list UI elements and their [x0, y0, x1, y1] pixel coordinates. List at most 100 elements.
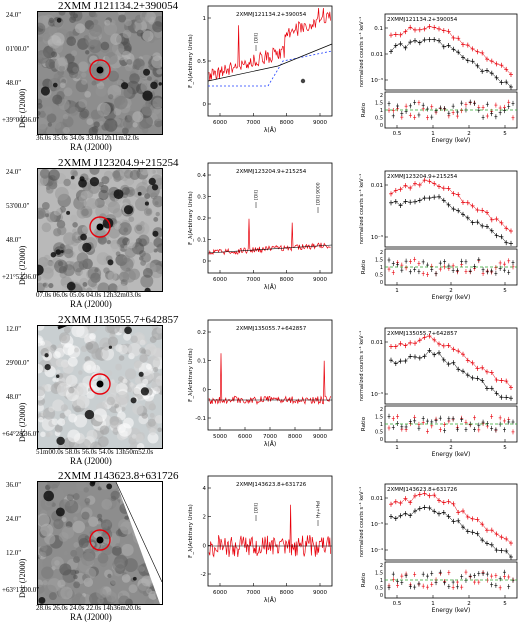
counts-axis-label: normalized counts s⁻¹ keV⁻¹ [359, 487, 365, 557]
source-row: 2XMM J121134.2+390054 24.0" 01'00.0" 48.0" +… [0, 0, 520, 152]
counts-axis-label: normalized counts s⁻¹ keV⁻¹ [359, 17, 365, 87]
dec-tick-label: +39°00'36.0" [2, 116, 40, 124]
spectrum-source-label: 2XMMJ143623.8+631726 [236, 482, 307, 488]
optical-spectrum-plot: 2XMMJ143623.8+631726 -2 0 2 4 6000 7000 8000 900… [186, 472, 336, 610]
dec-tick-label: 24.0" [6, 515, 22, 523]
xray-source-label: 2XMMJ123204.9+215254 [387, 174, 458, 180]
optical-image [37, 325, 163, 449]
xray-y-tick: 0.01 [371, 183, 383, 189]
ratio-y-tick: 2 [380, 407, 383, 413]
xray-x-tick: 2 [467, 131, 471, 137]
xray-x-tick: 0.5 [393, 131, 402, 137]
xray-y-tick: 0.01 [371, 496, 383, 502]
spectrum-source-label: 2XMMJ121134.2+390054 [236, 12, 307, 18]
xray-x-tick: 1 [395, 445, 399, 451]
spectrum-y-tick: 0.3 [197, 195, 206, 201]
ratio-y-tick: 2 [380, 93, 383, 99]
spectrum-y-tick: 0.2 [197, 330, 206, 336]
dec-axis-label: Dec (J2000) [18, 402, 27, 442]
source-circle [89, 216, 111, 238]
source-circle [89, 373, 111, 395]
line-annotation: [OII] [254, 33, 260, 43]
dec-tick-label: 48.0" [6, 79, 22, 87]
dec-tick-label: +63°17'00.0" [2, 586, 40, 594]
source-row: 2XMM J143623.8+631726 36.0" 24.0" 12.0" +63°… [0, 470, 520, 622]
spectrum-y-tick: 0.4 [197, 173, 206, 179]
ra-tick-labels: 28.0s 26.0s 24.0s 22.0s 14h36m20.0s [36, 604, 141, 612]
spectrum-y-tick: 0 [203, 259, 207, 265]
line-annotation: [OII] [254, 503, 260, 513]
xray-x-tick: 5 [503, 131, 507, 137]
spectrum-source-label: 2XMMJ135055.7+642857 [236, 326, 307, 332]
spectrum-y-tick: 1 [203, 16, 207, 22]
spectrum-y-tick: 0 [203, 543, 207, 549]
spectrum-y-tick: -0.1 [195, 416, 206, 422]
ratio-y-tick: 1.5 [375, 258, 383, 264]
optical-image [37, 168, 163, 292]
ratio-y-tick: 1.5 [375, 415, 383, 421]
source-circle [89, 529, 111, 551]
ratio-axis-label: Ratio [361, 259, 367, 274]
ratio-y-tick: 0 [380, 280, 383, 286]
ratio-y-tick: 0.5 [375, 116, 383, 122]
ra-tick-labels: 51m00.0s 58.0s 56.0s 54.0s 13h50m52.0s [36, 448, 154, 456]
dec-axis-label: Dec (J2000) [18, 558, 27, 598]
spectrum-y-tick: 0.5 [197, 59, 206, 65]
spectrum-x-tick: 6000 [238, 434, 252, 440]
ra-axis-label: RA (J2000) [70, 612, 112, 622]
xray-y-tick: 10⁻⁴ [371, 547, 384, 554]
spectrum-x-tick: 8000 [280, 277, 294, 283]
source-row: 2XMM J135055.7+642857 12.0" 29'00.0" 48.0" +… [0, 314, 520, 466]
spectrum-y-tick: 2 [203, 515, 207, 521]
ratio-y-tick: 0 [380, 593, 383, 599]
xray-spectrum-plot: 2XMMJ123204.9+215254 10⁻³ 0.01 0 0.5 1 1.5 2 1 2 5… [355, 157, 520, 307]
ratio-y-tick: 0.5 [375, 430, 383, 436]
spectrum-x-tick: 6000 [213, 277, 227, 283]
ratio-y-tick: 2 [380, 563, 383, 569]
spectrum-source-label: 2XMMJ123204.9+215254 [236, 169, 307, 175]
xray-y-tick: 0.1 [374, 26, 383, 32]
energy-axis-label: Energy (keV) [432, 294, 471, 301]
ratio-y-tick: 0.5 [375, 586, 383, 592]
spectrum-x-tick: 9000 [313, 434, 327, 440]
xray-spectrum-plot: 2XMMJ143623.8+631726 10⁻⁴ 10⁻³ 0.01 0 0.5 1 1.5… [355, 470, 520, 620]
ratio-axis-label: Ratio [361, 416, 367, 431]
spectrum-x-tick: 9000 [313, 277, 327, 283]
counts-axis-label: normalized counts s⁻¹ keV⁻¹ [359, 331, 365, 401]
xray-x-tick: 0.5 [393, 601, 402, 607]
dec-tick-label: 48.0" [6, 236, 22, 244]
xray-y-tick: 0.01 [371, 340, 383, 346]
ratio-y-tick: 1 [380, 108, 383, 114]
dec-tick-label: 48.0" [6, 393, 22, 401]
ratio-axis-label: Ratio [361, 102, 367, 117]
spectrum-x-axis-label: λ(Å) [264, 441, 276, 448]
xray-source-label: 2XMMJ143623.8+631726 [387, 487, 458, 493]
xray-x-tick: 1 [431, 131, 435, 137]
xray-source-label: 2XMMJ121134.2+390054 [387, 17, 458, 23]
xray-spectrum-plot: 2XMMJ135055.7+642857 10⁻³ 0.01 0 0.5 1 1.5 2 1 2 5… [355, 314, 520, 464]
spectrum-x-tick: 8000 [280, 120, 294, 126]
xray-source-label: 2XMMJ135055.7+642857 [387, 331, 458, 337]
optical-image [37, 11, 163, 135]
spectrum-y-axis-label: F_λ(Arbitrary Units) [188, 504, 194, 558]
line-annotation: Hγ+HeI [316, 501, 322, 518]
ratio-y-tick: 1 [380, 578, 383, 584]
xray-y-tick: 0.01 [371, 52, 383, 58]
optical-spectrum-plot: 2XMMJ121134.2+390054 0 0.5 1 6000 7000 8000 900… [186, 2, 336, 140]
dec-axis-label: Dec (J2000) [18, 245, 27, 285]
ra-axis-label: RA (J2000) [70, 142, 112, 152]
spectrum-y-tick: 0.1 [197, 359, 206, 365]
ra-axis-label: RA (J2000) [70, 456, 112, 466]
dec-axis-label: Dec (J2000) [18, 88, 27, 128]
image-title: 2XMM J121134.2+390054 [58, 0, 179, 12]
ra-tick-labels: 07.0s 06.0s 05.0s 04.0s 12h32m03.0s [36, 291, 141, 299]
image-title: 2XMM J143623.8+631726 [58, 470, 179, 482]
spectrum-x-tick: 9000 [313, 590, 327, 596]
spectrum-x-axis-label: λ(Å) [264, 284, 276, 291]
spectrum-x-tick: 6000 [213, 590, 227, 596]
xray-x-tick: 1 [395, 288, 399, 294]
source-circle [89, 59, 111, 81]
dec-tick-label: 01'00.0" [6, 45, 30, 53]
dec-tick-label: 53'00.0" [6, 202, 30, 210]
xray-x-tick: 5 [503, 445, 507, 451]
